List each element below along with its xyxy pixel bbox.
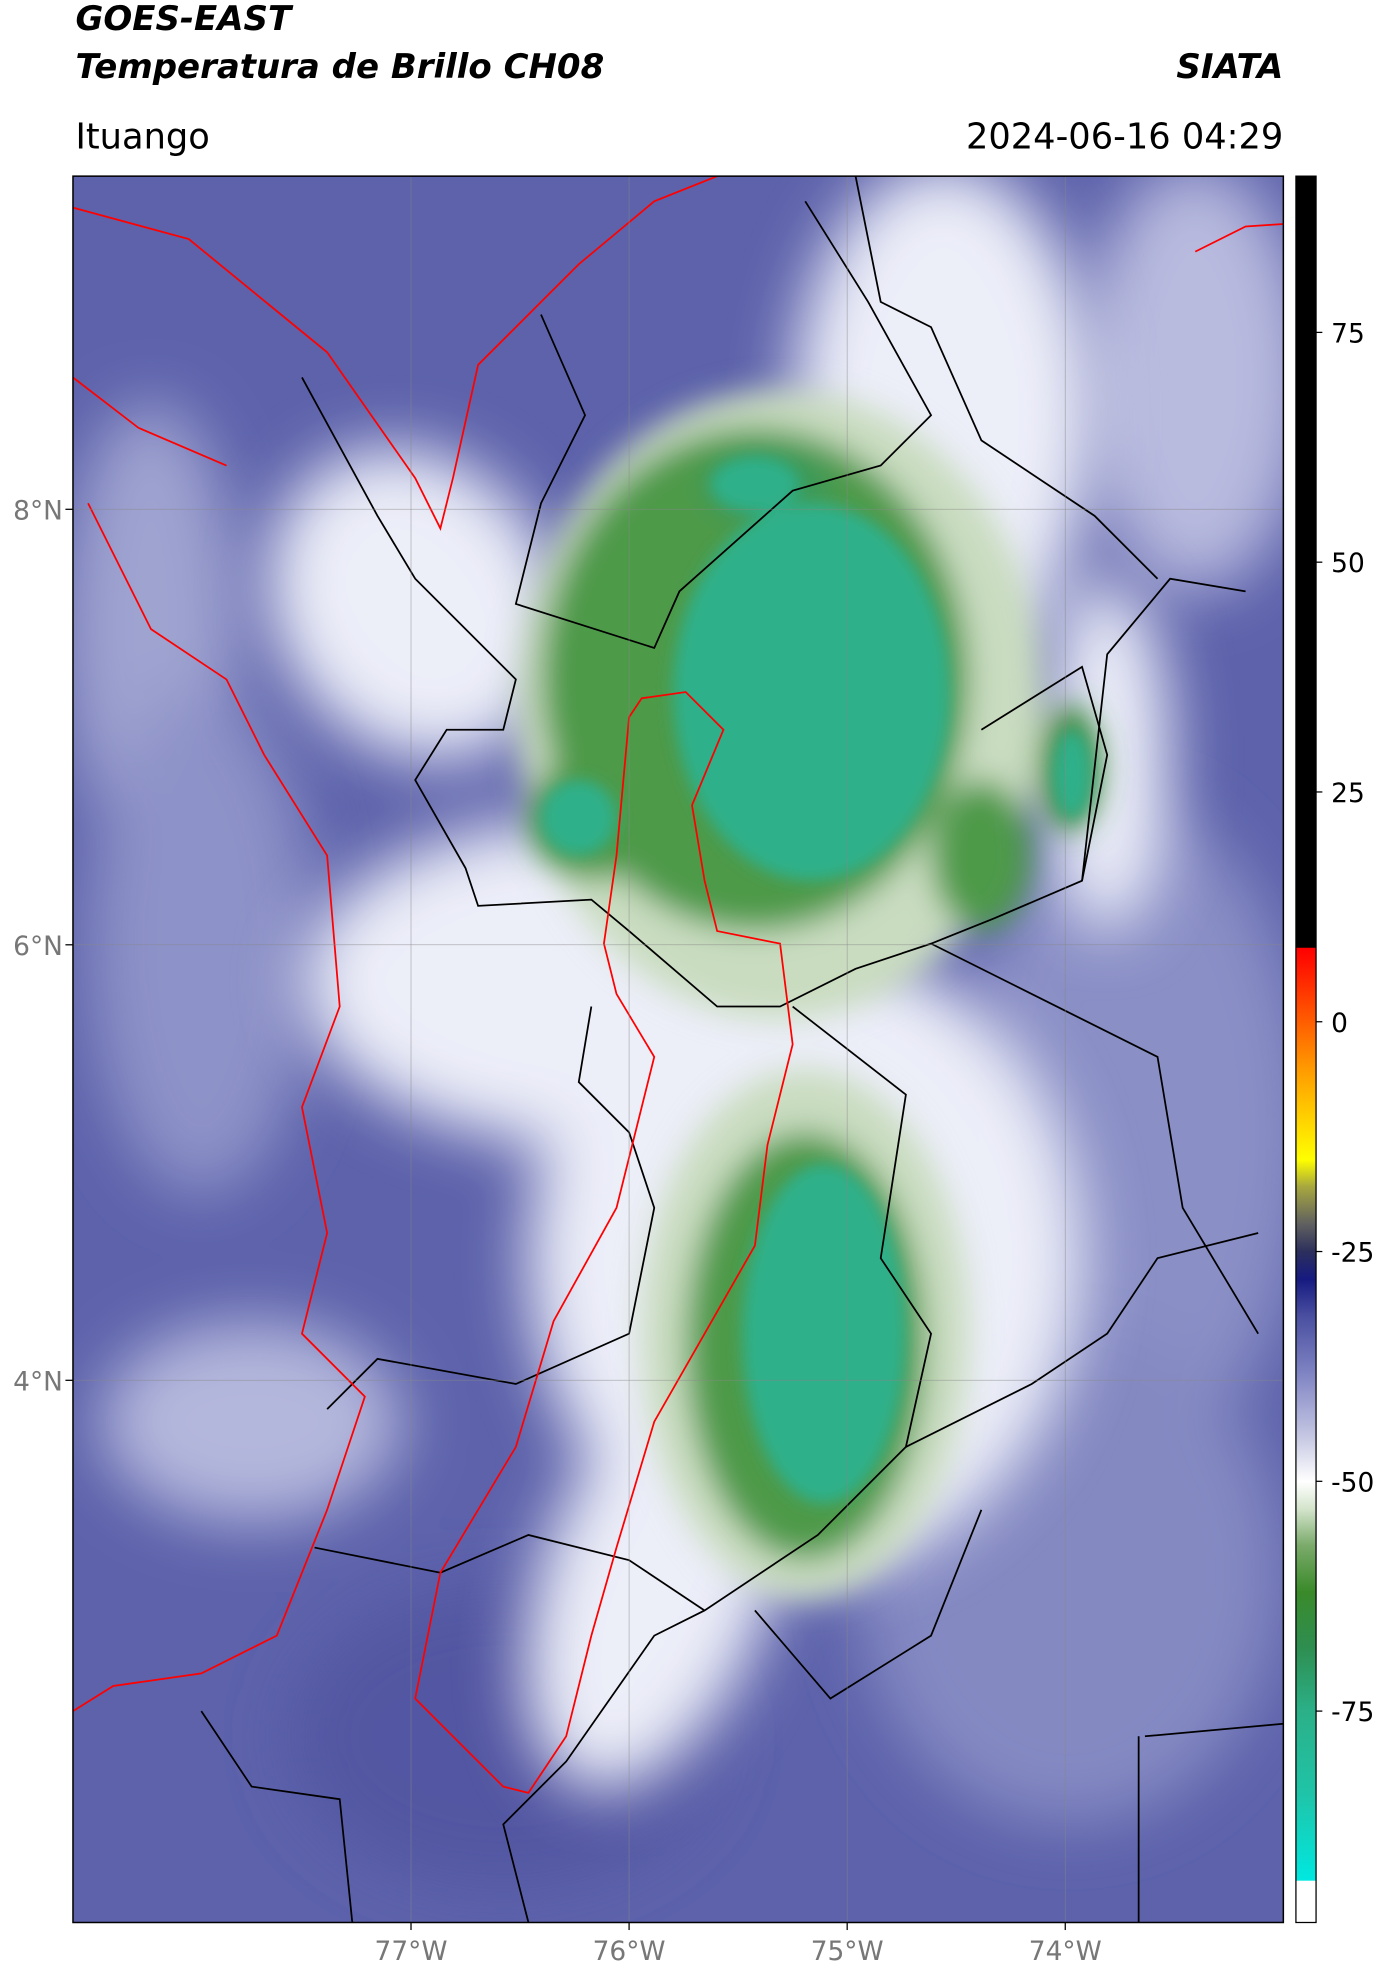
y-tick-label: 8°N (13, 495, 63, 526)
colorbar: 75 50 25 0 -25 -50 -75 (1295, 175, 1374, 1924)
datetime: 2024-06-16 04:29 (966, 116, 1283, 157)
x-tick-label: 74°W (1029, 1936, 1102, 1967)
satellite-image (72, 176, 1284, 1923)
colorbar-tick-label: -50 (1331, 1467, 1374, 1498)
y-tick-label: 6°N (13, 931, 63, 962)
location: Ituango (75, 116, 209, 157)
map-frame (72, 175, 1285, 1924)
colorbar-tick-label: -25 (1331, 1238, 1374, 1269)
x-tick-label: 75°W (811, 1936, 884, 1967)
colorbar-tick-label: -75 (1331, 1697, 1374, 1728)
colorbar-tick-label: 25 (1331, 778, 1365, 809)
x-tick-label: 76°W (593, 1936, 666, 1967)
satellite-title: GOES-EAST (75, 0, 293, 39)
colorbar-tick-label: 50 (1331, 548, 1365, 579)
y-tick-label: 4°N (13, 1366, 63, 1397)
product-title: Temperatura de Brillo CH08 (75, 47, 604, 87)
grid (72, 176, 1284, 1923)
x-tick-label: 77°W (375, 1936, 448, 1967)
agency: SIATA (1176, 47, 1283, 87)
colorbar-tick-label: 75 (1331, 318, 1365, 349)
colorbar-scale (1295, 175, 1317, 1924)
colorbar-tick-label: 0 (1331, 1008, 1348, 1039)
